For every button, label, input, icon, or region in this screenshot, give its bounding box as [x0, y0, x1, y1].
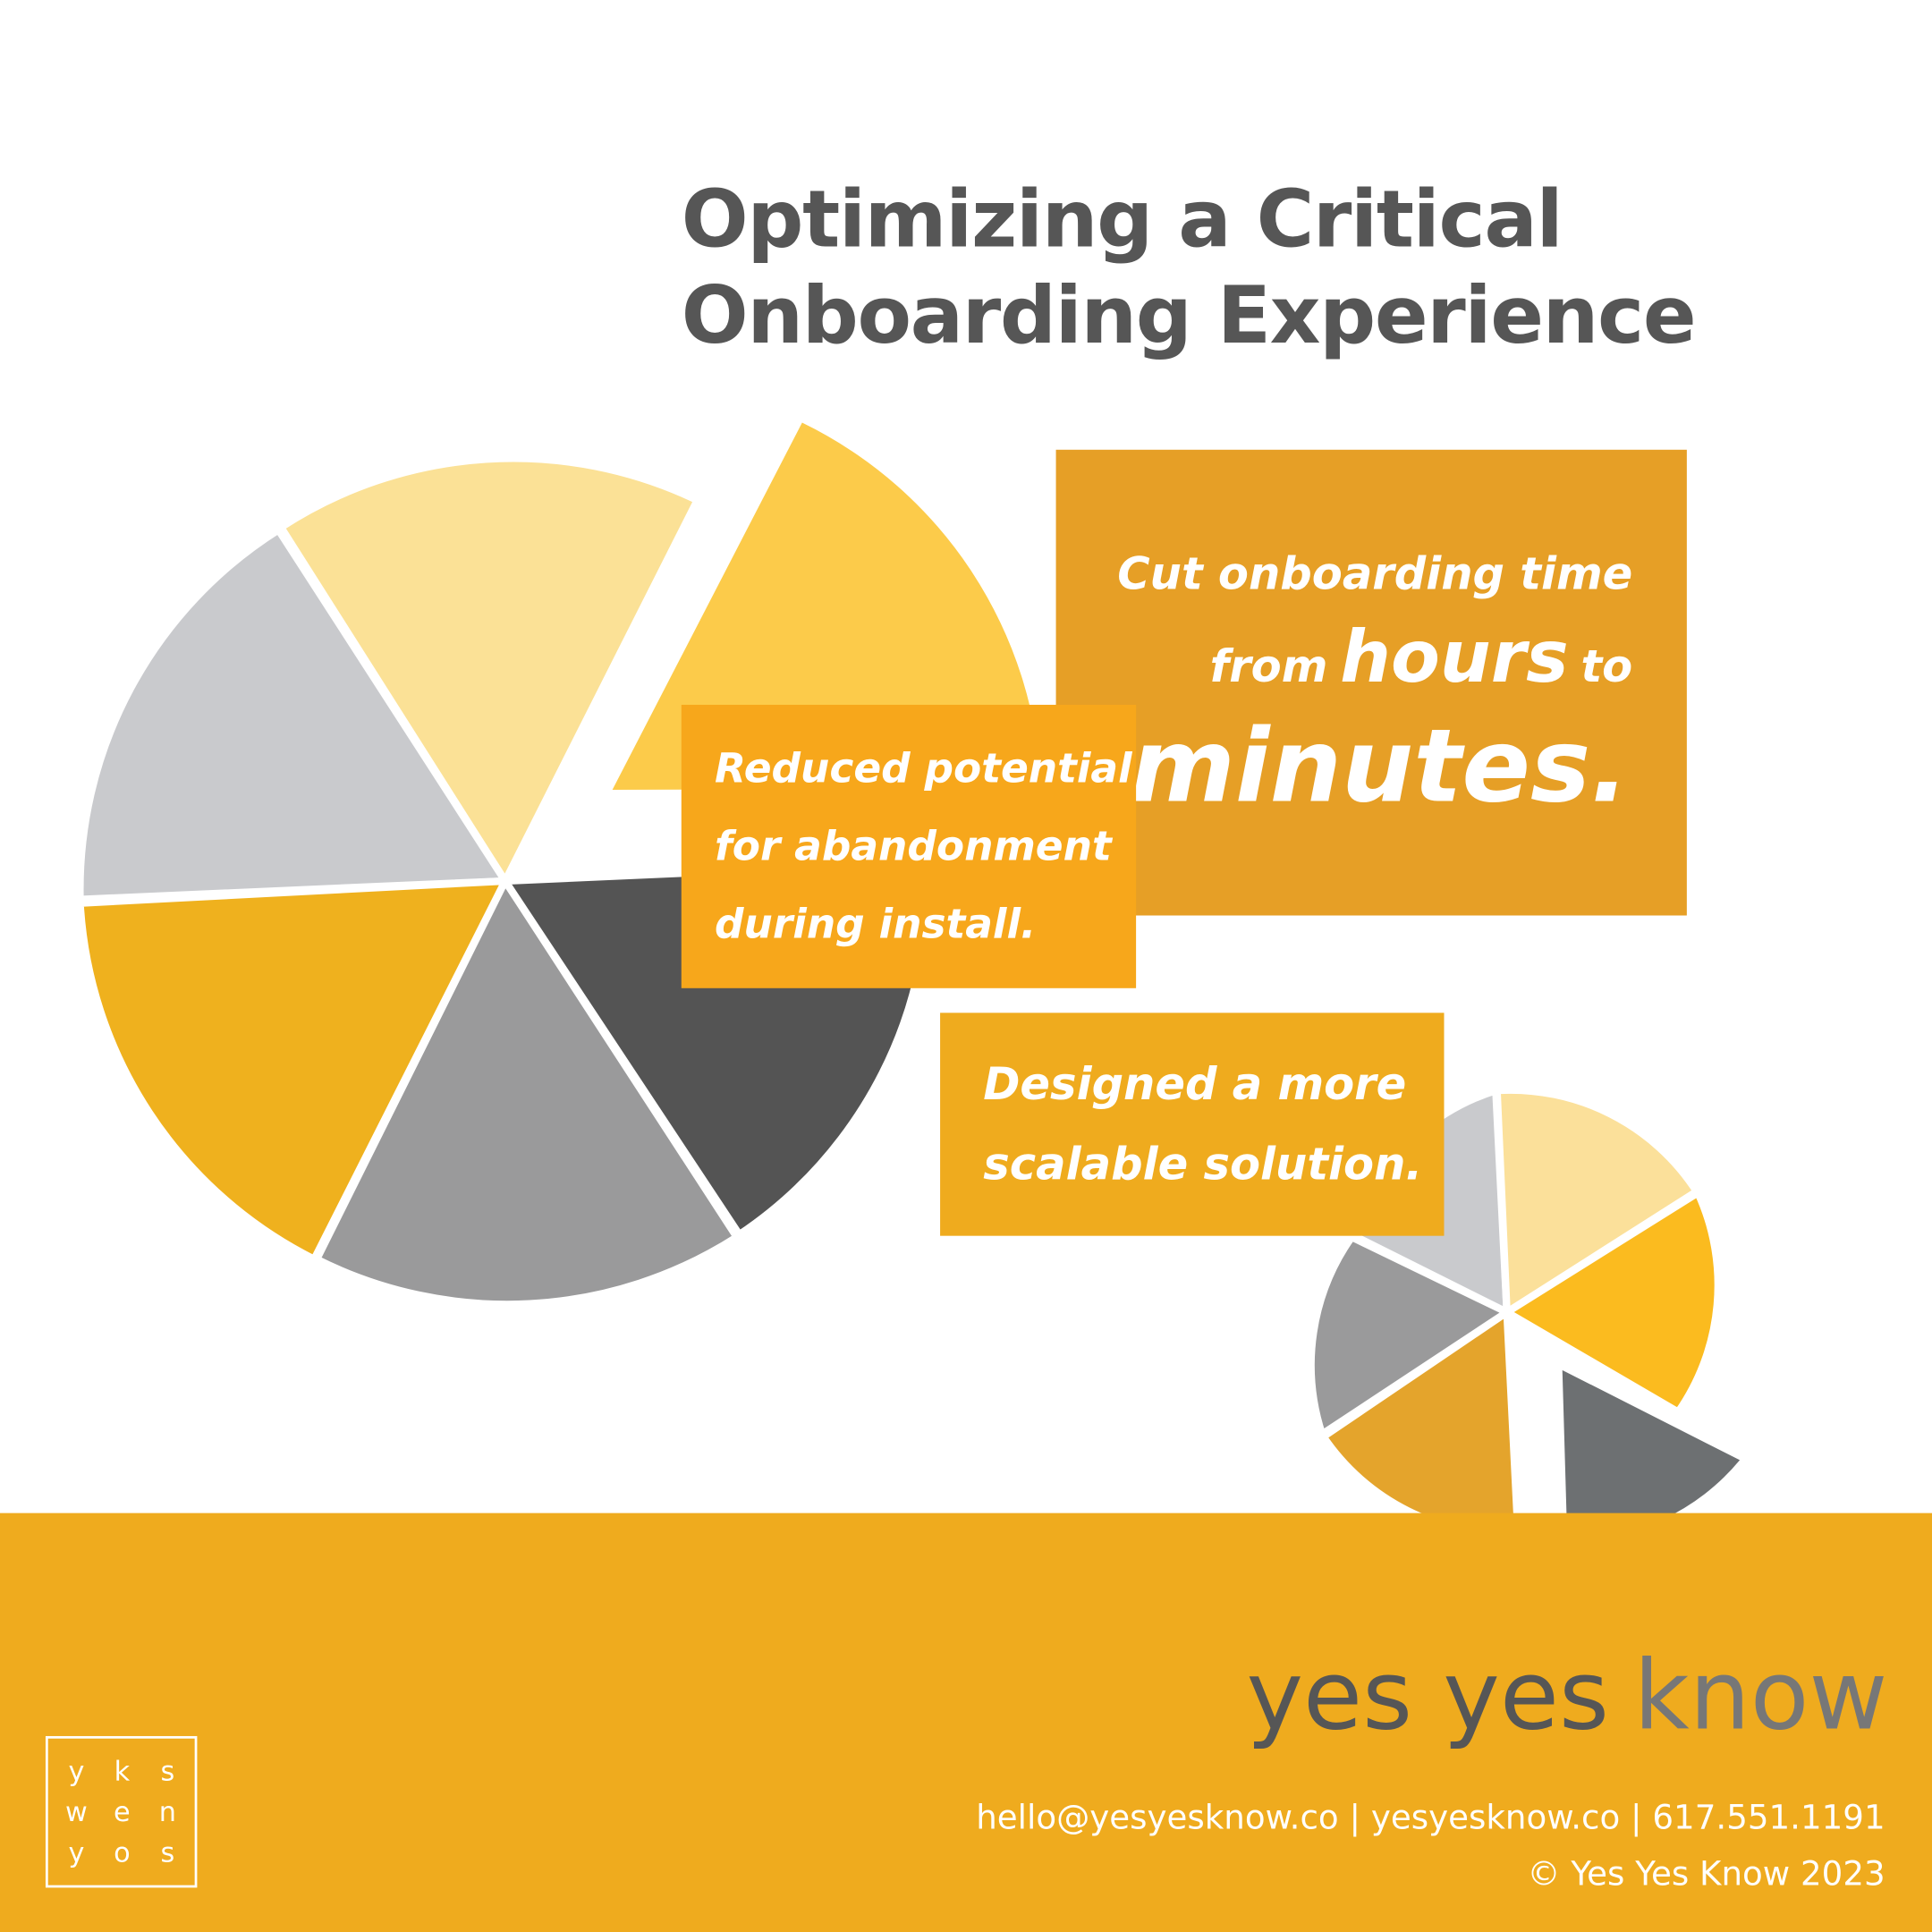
pie-slice [1493, 1086, 1701, 1317]
logo-frame [45, 1735, 198, 1888]
logo-letter: s [160, 1757, 174, 1788]
callout-emphasis: minutes. [1130, 707, 1629, 825]
pie-slice-detached [612, 422, 1042, 791]
title-line: Onboarding Experience [682, 269, 1696, 361]
brand: yes yes know [1246, 1640, 1887, 1752]
callout-text: from hours to [1210, 615, 1633, 699]
copyright: © Yes Yes Know 2023 [1527, 1854, 1885, 1894]
callout-text: Designed a more [983, 1058, 1406, 1110]
logo-letter: e [114, 1797, 131, 1828]
callout-text: to [1580, 640, 1632, 692]
logo-letters: y k sw e ny o s [65, 1757, 176, 1869]
logo-letter: o [114, 1837, 131, 1868]
pie-slice [1503, 1189, 1722, 1416]
title-line: Optimizing a Critical [682, 174, 1563, 266]
large-pie [76, 422, 1042, 1309]
logo-letter: s [160, 1837, 174, 1868]
callout-text: scalable solution. [983, 1138, 1422, 1190]
pie-slice [76, 877, 509, 1263]
brand-dark: yes yes [1246, 1640, 1608, 1752]
logo-letter: n [159, 1797, 176, 1828]
logo-letter: k [114, 1757, 131, 1788]
callout-text: during install. [715, 900, 1036, 947]
contact: hello@yesyesknow.co | yesyesknow.co | 61… [976, 1797, 1885, 1837]
logo-letter: y [68, 1837, 84, 1868]
logo: y k sw e ny o s [45, 1735, 198, 1888]
callout-box [681, 704, 1137, 988]
callout-emphasis: hours [1340, 615, 1569, 699]
callout-box [1055, 449, 1687, 916]
pie-slice [276, 454, 701, 886]
callout-text: for abandonment [715, 823, 1114, 870]
logo-letter: w [65, 1797, 88, 1828]
footer [0, 1513, 1932, 1932]
callout-text: Cut onboarding time [1117, 547, 1632, 599]
callout-text: Reduced potential [715, 745, 1133, 792]
pie-slice [312, 877, 741, 1309]
callout-box [940, 1013, 1445, 1236]
brand-light: know [1633, 1640, 1887, 1752]
pie-slice-detached [1562, 1369, 1741, 1540]
pie-slice [76, 526, 509, 903]
callout-text: from [1210, 640, 1328, 692]
pie-slice [1307, 1233, 1511, 1438]
logo-letter: y [68, 1757, 84, 1788]
